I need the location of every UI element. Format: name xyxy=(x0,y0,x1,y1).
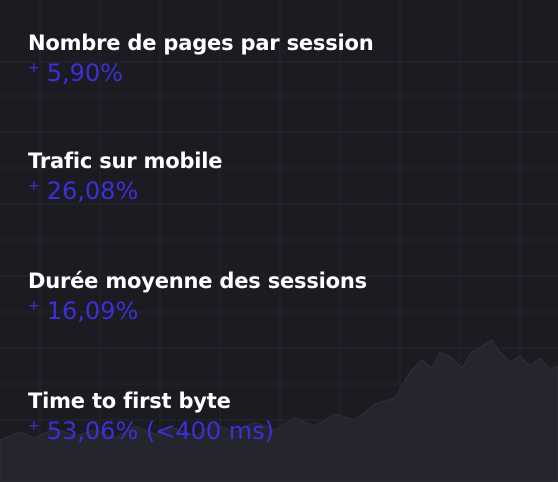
stat-title: Trafic sur mobile xyxy=(28,149,223,173)
stat-value-row: + 53,06% (<400 ms) xyxy=(28,416,548,446)
stat-pages-per-session: Nombre de pages par session + 5,90% xyxy=(28,30,548,88)
stat-value-row: + 26,08% xyxy=(28,176,548,206)
plus-icon: + xyxy=(28,418,40,434)
stat-session-duration: Durée moyenne des sessions + 16,09% xyxy=(28,268,548,326)
stat-value-row: + 16,09% xyxy=(28,296,548,326)
stat-value: 16,09% xyxy=(46,297,139,325)
plus-icon: + xyxy=(28,178,40,194)
stat-value: 26,08% xyxy=(46,177,139,205)
stat-mobile-traffic: Trafic sur mobile + 26,08% xyxy=(28,148,548,206)
stat-value: 5,90% xyxy=(46,59,123,87)
plus-icon: + xyxy=(28,298,40,314)
stat-title: Durée moyenne des sessions xyxy=(28,269,367,293)
background-chart-area xyxy=(0,339,558,482)
stat-value: 53,06% (<400 ms) xyxy=(46,417,275,445)
stat-value-row: + 5,90% xyxy=(28,58,548,88)
stat-time-to-first-byte: Time to first byte + 53,06% (<400 ms) xyxy=(28,388,548,446)
stat-title: Nombre de pages par session xyxy=(28,31,374,55)
stat-title: Time to first byte xyxy=(28,389,231,413)
plus-icon: + xyxy=(28,60,40,76)
